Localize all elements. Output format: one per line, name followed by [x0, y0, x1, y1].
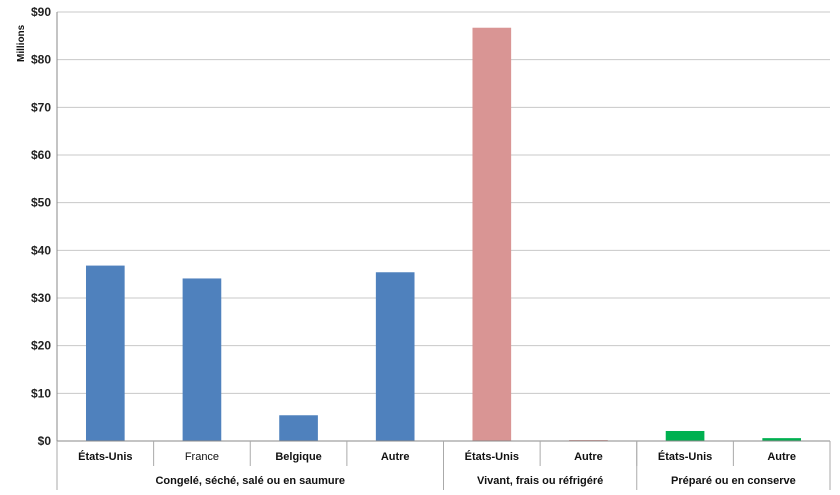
- axes: [56, 12, 831, 490]
- category-label: France: [185, 451, 219, 463]
- gridlines: [57, 11, 830, 394]
- category-label: États-Unis: [465, 450, 519, 463]
- bar: [762, 438, 802, 441]
- bar: [375, 272, 415, 441]
- group-label: Congelé, séché, salé ou en saumure: [155, 475, 345, 487]
- category-label: États-Unis: [658, 450, 712, 463]
- y-tick-label: $70: [31, 100, 51, 114]
- bar: [665, 430, 705, 441]
- y-tick-label: $10: [31, 386, 51, 400]
- y-tick-label: $60: [31, 148, 51, 162]
- bar: [85, 265, 125, 441]
- category-label: Belgique: [275, 451, 321, 463]
- category-label: Autre: [574, 451, 603, 463]
- category-labels: États-Unis France Belgique Autre États-Unis A…: [78, 450, 796, 463]
- y-tick-label: $20: [31, 339, 51, 353]
- y-tick-label: $80: [31, 53, 51, 67]
- y-tick-labels: $0 $10 $20 $30 $40 $50 $60 $70 $80 $90: [31, 5, 51, 448]
- group-label: Vivant, frais ou réfrigéré: [477, 475, 603, 487]
- y-tick-label: $50: [31, 196, 51, 210]
- category-label: Autre: [767, 451, 796, 463]
- bars: [85, 27, 802, 441]
- y-tick-label: $0: [38, 434, 52, 448]
- category-label: Autre: [381, 451, 410, 463]
- group-labels: Congelé, séché, salé ou en saumure Vivant…: [155, 475, 795, 487]
- bar: [182, 278, 222, 441]
- category-label: États-Unis: [78, 450, 132, 463]
- bar: [472, 27, 512, 441]
- bar: [279, 415, 318, 441]
- group-label: Préparé ou en conserve: [671, 475, 796, 487]
- y-axis-label: Millions: [16, 24, 27, 62]
- y-tick-label: $40: [31, 243, 51, 257]
- y-tick-label: $30: [31, 291, 51, 305]
- y-tick-label: $90: [31, 5, 51, 19]
